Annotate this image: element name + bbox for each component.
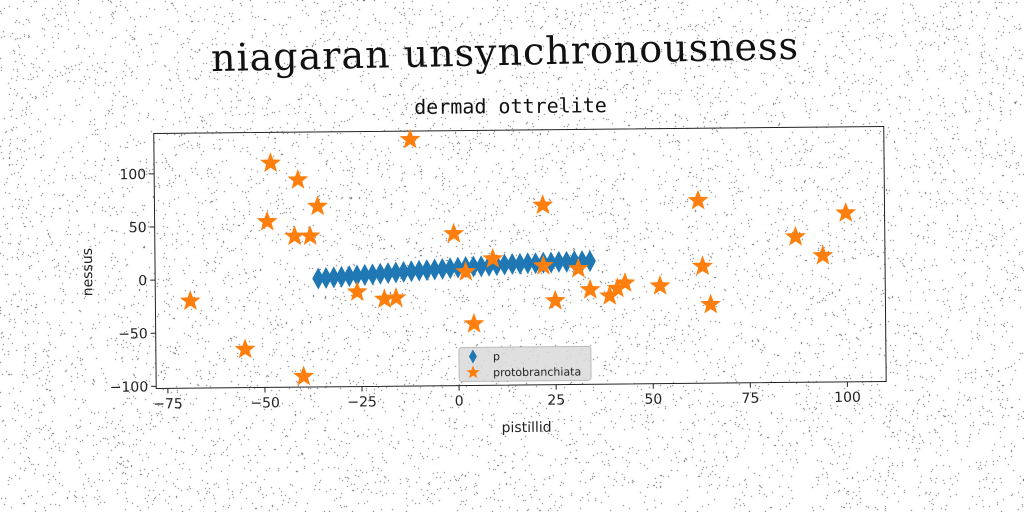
star-point [812, 244, 834, 265]
star-point [455, 260, 477, 281]
diamond-point [413, 259, 426, 282]
star-point [399, 128, 421, 149]
diamond-point [498, 253, 511, 276]
diamond-point [444, 257, 457, 280]
star-point [287, 168, 309, 189]
diamond-point [428, 258, 441, 281]
y-tick-label: −100 [110, 379, 149, 395]
diamond-point [358, 263, 371, 286]
x-tick-label: 100 [834, 390, 861, 406]
star-point [784, 225, 806, 246]
y-tick-label: 0 [138, 273, 147, 289]
star-point [687, 189, 709, 210]
diamond-point [405, 260, 418, 283]
star-point [482, 247, 504, 268]
x-axis: −75 −50 −25 0 25 50 75 100 [153, 381, 861, 413]
x-tick-label: −50 [250, 395, 280, 411]
series-protobranchiata [179, 128, 857, 386]
legend-marker-diamond [468, 349, 477, 364]
x-tick-label: 0 [455, 394, 464, 410]
star-point [443, 222, 465, 243]
diamond-point [506, 252, 519, 275]
star-point [700, 293, 722, 314]
legend-label: protobranchiata [493, 365, 581, 379]
y-tick-label: 100 [119, 167, 146, 183]
star-point [567, 257, 589, 278]
star-point [544, 289, 566, 310]
legend-box [458, 345, 592, 383]
star-point [532, 254, 554, 275]
legend-marker-star [466, 365, 480, 379]
star-point [373, 288, 395, 309]
diamond-point [382, 262, 395, 285]
diamond-point [436, 257, 449, 280]
chart-subtitle: dermad ottrelite [414, 93, 607, 119]
diamond-point [374, 262, 387, 285]
diamond-point [351, 264, 364, 287]
plot-marks [179, 128, 857, 386]
x-tick-label: 50 [644, 392, 662, 408]
star-point [614, 272, 636, 293]
diamond-point [389, 261, 402, 284]
x-tick-label: 25 [547, 393, 565, 409]
y-tick-label: 50 [129, 220, 147, 236]
star-point [606, 277, 628, 298]
diamond-point [514, 252, 527, 275]
diamond-point [327, 266, 340, 289]
chart-group: dermad ottrelite −75 −50 −25 0 25 50 75 100 −10… [80, 93, 887, 436]
star-point [299, 225, 321, 246]
diamond-point [420, 259, 433, 282]
diamond-point [560, 250, 573, 273]
plot-frame [153, 125, 887, 390]
star-point [579, 278, 601, 299]
diamond-point [583, 250, 596, 273]
star-point [234, 338, 256, 359]
legend: p protobranchiata [458, 345, 592, 383]
diamond-point [552, 250, 565, 273]
diamond-point [521, 252, 534, 275]
x-tick-label: −25 [347, 394, 377, 410]
star-point [307, 195, 328, 216]
star-point [649, 274, 671, 295]
star-point [599, 284, 621, 305]
diamond-point [335, 265, 348, 288]
star-point [692, 255, 714, 276]
star-point [532, 194, 554, 215]
diamond-point [475, 255, 488, 278]
x-tick-label: 75 [741, 391, 759, 407]
diamond-point [312, 267, 325, 290]
star-point [179, 290, 201, 311]
y-tick-label: −50 [118, 326, 148, 342]
diamond-point [366, 263, 379, 286]
x-axis-label: pistillid [502, 420, 552, 436]
star-point [346, 280, 368, 301]
star-point [835, 201, 857, 222]
star-point [463, 312, 485, 333]
diamond-point [397, 260, 410, 283]
diamond-point [451, 256, 464, 279]
series-p [312, 250, 596, 290]
diamond-point [467, 255, 480, 278]
y-axis: −100 −50 0 50 100 [110, 167, 157, 396]
star-point [256, 210, 278, 231]
diamond-point [343, 265, 356, 288]
y-axis-label: nessus [80, 248, 96, 296]
diamond-point [320, 266, 333, 289]
star-point [260, 152, 282, 173]
star-point [293, 365, 315, 386]
star-point [385, 286, 407, 307]
star-point [284, 225, 305, 246]
legend-label: p [493, 350, 500, 363]
x-tick-label: −75 [153, 396, 183, 412]
